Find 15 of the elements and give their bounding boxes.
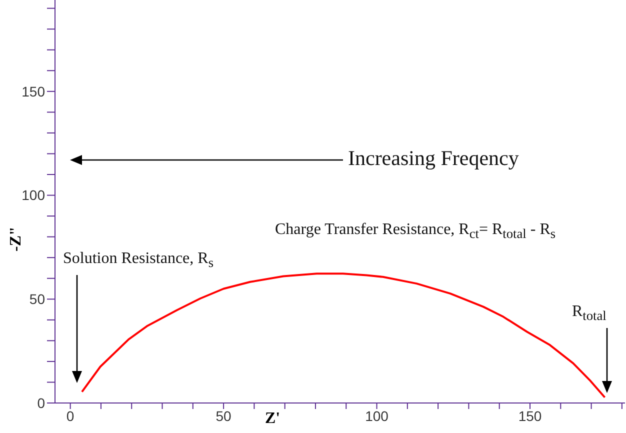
annotation: Increasing Freqency bbox=[348, 146, 519, 171]
x-axis-title: Z' bbox=[265, 410, 280, 428]
y-tick-label: 100 bbox=[22, 187, 46, 204]
y-tick-label: 0 bbox=[37, 394, 46, 411]
annotation: Solution Resistance, R$_{s}$ bbox=[63, 250, 214, 272]
y-tick-label: 150 bbox=[22, 83, 46, 100]
y-tick-label: 50 bbox=[29, 291, 46, 308]
annotation: Charge Transfer Resistance, R$_{ct}$= R$_{total}$ - R$_{s}$ bbox=[275, 221, 556, 242]
x-tick-label: 0 bbox=[66, 408, 74, 424]
x-tick-label: 100 bbox=[365, 408, 389, 424]
annotation: R$_{total}$ bbox=[572, 303, 606, 324]
x-tick-label: 150 bbox=[518, 408, 542, 424]
x-tick-label: 50 bbox=[216, 408, 232, 424]
y-axis-title: -Z" bbox=[7, 226, 26, 252]
line-series bbox=[80, 272, 606, 398]
